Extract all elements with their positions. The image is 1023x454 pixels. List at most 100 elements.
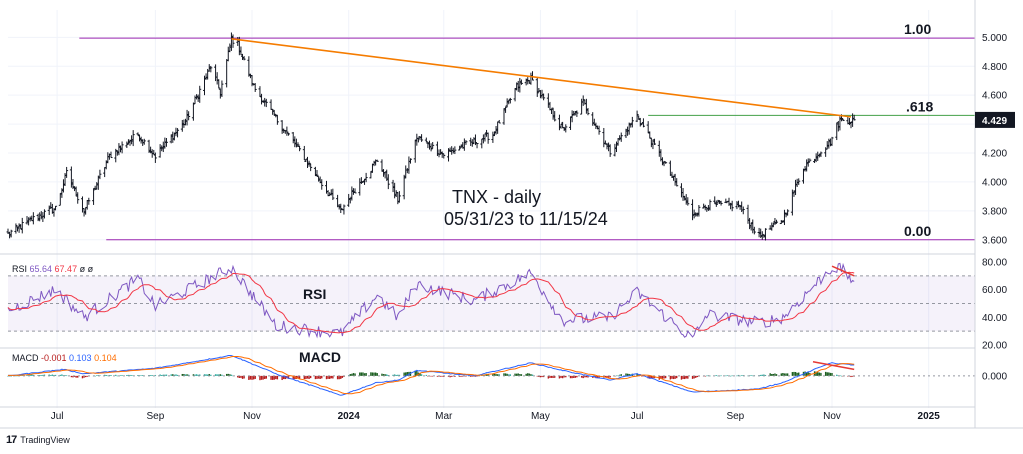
- ohlc-bar: [253, 83, 257, 92]
- macd-histogram-bar: [376, 373, 378, 376]
- macd-histogram-bar: [325, 375, 328, 380]
- macd-histogram-bar: [249, 375, 252, 380]
- macd-histogram-bar: [454, 375, 456, 377]
- ohlc-bar: [575, 110, 579, 117]
- ohlc-bar: [347, 193, 351, 207]
- macd-histogram-bar: [126, 375, 128, 376]
- macd-histogram-bar: [283, 375, 285, 380]
- macd-histogram-bar: [251, 375, 253, 380]
- ohlc-bar: [486, 132, 490, 144]
- macd-histogram-bar: [647, 375, 649, 379]
- ohlc-bar: [85, 200, 89, 210]
- ohlc-bar: [570, 110, 574, 123]
- price-tick-label: 4.000: [982, 177, 1007, 188]
- macd-histogram-bar: [161, 375, 163, 376]
- macd-histogram-bar: [384, 374, 386, 376]
- macd-histogram-bar: [241, 375, 244, 379]
- macd-histogram-bar: [159, 374, 161, 376]
- ohlc-bar: [28, 216, 32, 222]
- macd-histogram-bar: [769, 373, 771, 376]
- macd-histogram-bar: [547, 375, 550, 379]
- macd-histogram-bar: [805, 372, 808, 376]
- macd-histogram-bar: [717, 375, 719, 377]
- macd-histogram-bar: [298, 375, 301, 379]
- ohlc-bar: [320, 179, 324, 190]
- ohlc-bar: [714, 200, 718, 207]
- time-tick-label: Sep: [146, 411, 164, 422]
- macd-histogram-bar: [587, 375, 589, 378]
- trendline: [231, 38, 852, 118]
- ohlc-bar: [429, 143, 433, 152]
- macd-histogram-bar: [495, 374, 497, 376]
- macd-histogram-bar: [129, 374, 131, 376]
- rsi-ma-line: [7, 271, 855, 334]
- ohlc-bar: [559, 123, 563, 129]
- ohlc-bar: [697, 205, 701, 217]
- ohlc-bar: [836, 120, 840, 132]
- ohlc-bar: [315, 170, 319, 177]
- macd-histogram-bar: [850, 375, 852, 378]
- ohlc-bar: [16, 226, 20, 232]
- macd-histogram-bar: [443, 375, 445, 377]
- ohlc-bar: [562, 126, 566, 132]
- ohlc-bar: [550, 108, 554, 115]
- ohlc-bar: [664, 161, 668, 164]
- macd-histogram-bar: [317, 375, 320, 379]
- macd-histogram-bar: [140, 375, 142, 376]
- macd-histogram-bar: [16, 375, 19, 377]
- ohlc-bar: [646, 121, 650, 134]
- macd-histogram-bar: [560, 375, 562, 378]
- price-bars: [6, 32, 856, 241]
- macd-histogram-bar: [704, 375, 706, 377]
- macd-histogram-bar: [731, 375, 733, 377]
- macd-histogram-bar: [791, 372, 794, 376]
- macd-histogram-bar: [460, 375, 462, 377]
- rsi-legend-value: 65.64: [30, 264, 55, 274]
- macd-histogram-bar: [820, 372, 822, 376]
- macd-pane: [7, 355, 975, 396]
- macd-histogram-bar: [427, 375, 429, 377]
- macd-histogram-bar: [397, 374, 399, 376]
- macd-histogram-bar: [59, 374, 61, 376]
- macd-histogram-bar: [50, 375, 52, 376]
- rsi-tick-label: 60.00: [982, 285, 1007, 296]
- ohlc-bar: [394, 190, 398, 197]
- ohlc-bar: [87, 197, 91, 205]
- macd-histogram-bar: [425, 374, 428, 376]
- macd-histogram-bar: [43, 374, 46, 376]
- ohlc-bar: [431, 142, 435, 149]
- macd-histogram-bar: [96, 375, 98, 376]
- macd-histogram-bar: [775, 374, 778, 376]
- ohlc-bar: [653, 138, 657, 145]
- macd-histogram-bar: [51, 374, 54, 376]
- ohlc-bar: [619, 132, 623, 142]
- ohlc-bar: [852, 114, 856, 121]
- ohlc-bar: [475, 142, 479, 149]
- macd-label: MACD: [299, 349, 341, 365]
- time-tick-label: Jul: [51, 411, 64, 422]
- ohlc-bar: [353, 188, 357, 194]
- ohlc-bar: [691, 199, 695, 221]
- macd-histogram-bar: [370, 372, 372, 376]
- macd-histogram-bar: [192, 374, 195, 376]
- rsi-legend-name: RSI: [12, 264, 30, 274]
- ohlc-bar: [218, 88, 222, 99]
- ohlc-bar: [630, 116, 634, 128]
- macd-histogram-bar: [509, 374, 512, 376]
- macd-histogram-bar: [520, 374, 523, 376]
- macd-histogram-bar: [65, 375, 68, 377]
- macd-histogram-bar: [661, 375, 664, 379]
- ohlc-bar: [730, 200, 734, 212]
- rsi-tick-label: 20.00: [982, 341, 1007, 352]
- ohlc-bar: [424, 137, 428, 143]
- macd-histogram-bar: [818, 372, 821, 376]
- ohlc-bar: [25, 216, 29, 225]
- ohlc-bar: [61, 179, 65, 193]
- macd-histogram-bar: [571, 375, 573, 379]
- macd-histogram-bar: [574, 375, 576, 378]
- ohlc-bar: [416, 137, 420, 143]
- macd-histogram-bar: [725, 375, 727, 377]
- macd-histogram-bar: [736, 375, 738, 377]
- macd-histogram-bar: [794, 371, 797, 376]
- ohlc-bar: [275, 114, 279, 125]
